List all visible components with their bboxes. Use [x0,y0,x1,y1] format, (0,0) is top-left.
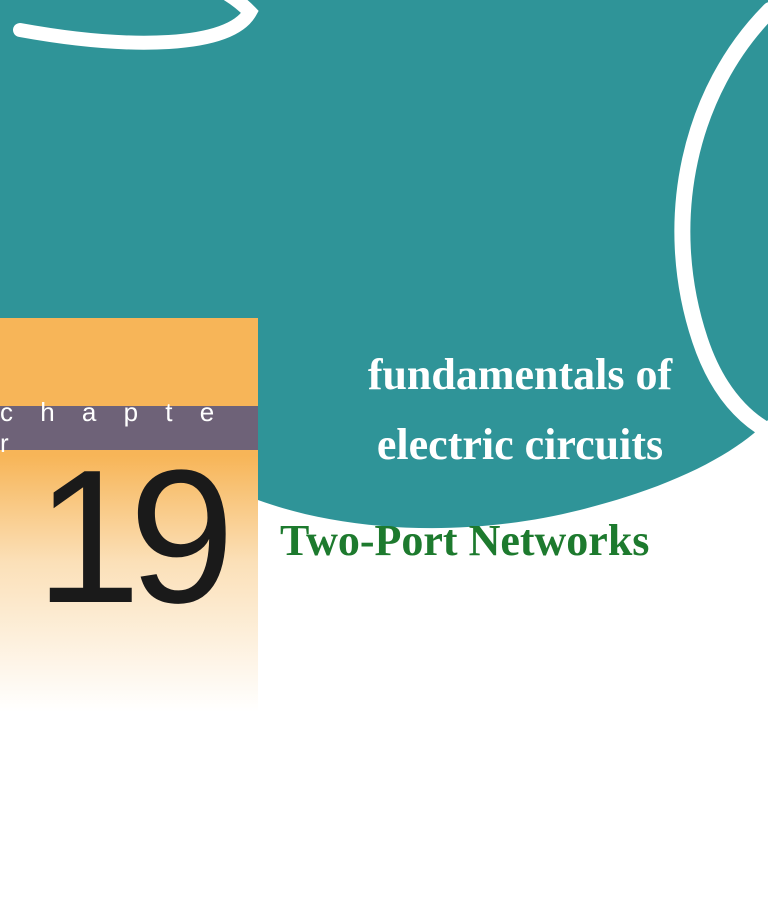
chapter-title: Two-Port Networks [280,515,760,566]
chapter-number: 19 [0,423,258,651]
series-title-line2: electric circuits [377,420,663,469]
series-title-line1: fundamentals of [368,350,672,399]
series-title: fundamentals of electric circuits [280,340,760,481]
chapter-badge: c h a p t e r 19 [0,318,258,712]
